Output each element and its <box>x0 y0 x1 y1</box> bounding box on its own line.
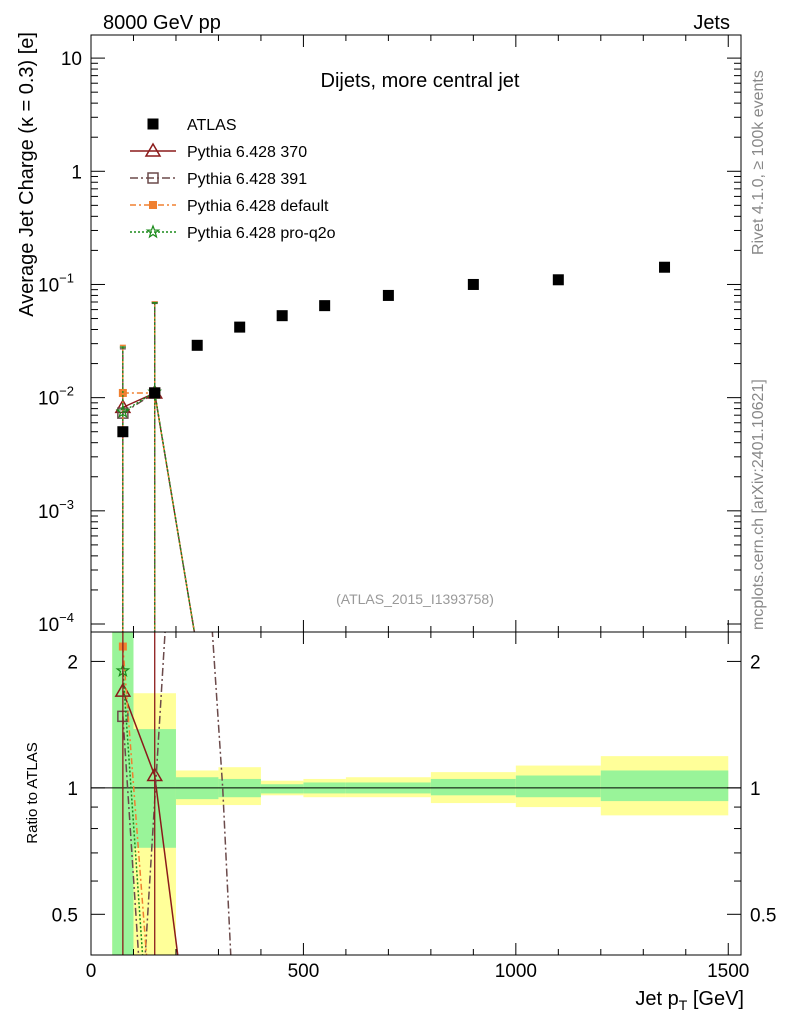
ratio-y-tick-label-right-0: 0.5 <box>750 905 776 926</box>
atlas-point-2 <box>191 339 203 351</box>
y-tick-base-1: 10 <box>38 502 59 523</box>
ratio-y-tick-label-left-0: 0.5 <box>52 905 78 926</box>
y-tick-base-5: 10 <box>61 49 82 70</box>
ratio-frame <box>90 631 742 956</box>
y-tick-exp-0: −4 <box>59 610 74 625</box>
ratio-y-axis-label: Ratio to ATLAS <box>24 742 41 843</box>
atlas-point-9 <box>659 261 671 273</box>
legend-label-atlas: ATLAS <box>187 117 237 134</box>
y-tick-exp-3: −1 <box>59 270 74 285</box>
ratio-y-tick-label-left-2: 2 <box>67 652 78 673</box>
ratio-y-tick-label-right-1: 1 <box>750 779 761 800</box>
y-tick-exp-1: −3 <box>59 497 74 512</box>
atlas-point-5 <box>319 300 331 312</box>
y-tick-exp-2: −2 <box>59 384 74 399</box>
chart-title: Dijets, more central jet <box>321 70 520 92</box>
main-series <box>114 261 671 632</box>
atlas-point-6 <box>382 289 394 301</box>
point-pq2o-0 <box>115 404 131 419</box>
atlas-point-1 <box>149 387 161 399</box>
ratio-band-inner-8 <box>515 775 601 798</box>
atlas-point-4 <box>276 310 288 322</box>
atlas-point-3 <box>234 321 246 333</box>
series-line-pq2o <box>122 390 196 632</box>
legend-label-pdefault: Pythia 6.428 default <box>187 198 329 215</box>
x-tick-label-500: 500 <box>288 961 320 982</box>
ratio-bands <box>91 632 741 955</box>
ratio-y-tick-label-left-1: 1 <box>67 779 78 800</box>
y-tick-base-4: 1 <box>71 162 82 183</box>
header-left-label: 8000 GeV pp <box>103 12 221 34</box>
ratio-band-inner-4 <box>260 784 304 794</box>
x-tick-label-1000: 1000 <box>495 961 537 982</box>
legend-label-p370: Pythia 6.428 370 <box>187 144 307 161</box>
legend-marker-p391 <box>147 172 159 184</box>
ratio-series <box>114 632 232 955</box>
y-tick-label-1: 10−3 <box>38 497 74 523</box>
legend-marker-pq2o <box>145 224 161 239</box>
legend-label-pq2o: Pythia 6.428 pro-q2o <box>187 225 336 242</box>
x-axis-label-unit: [GeV] <box>693 988 744 1010</box>
ratio-y-tick-label-right-2: 2 <box>750 652 761 673</box>
series-line-p370 <box>122 391 196 632</box>
watermark: (ATLAS_2015_I1393758) <box>336 591 494 607</box>
y-tick-label-5: 10 <box>61 49 82 70</box>
x-axis-label-sub: T <box>679 997 688 1013</box>
side-label-top: Rivet 4.1.0, ≥ 100k events <box>750 70 767 255</box>
y-tick-base-3: 10 <box>38 275 59 296</box>
y-tick-label-4: 1 <box>71 162 82 183</box>
x-axis-label-main: Jet p <box>635 988 678 1010</box>
x-axis-label: Jet pT [GeV] <box>635 988 744 1013</box>
atlas-point-8 <box>552 274 564 286</box>
ratio-line-p391 <box>122 632 232 955</box>
series-line-pdefault <box>122 392 196 632</box>
ratio-line-pq2o <box>122 670 144 955</box>
header-right-label: Jets <box>693 12 730 34</box>
y-tick-label-3: 10−1 <box>38 270 74 296</box>
y-tick-label-0: 10−4 <box>38 610 74 636</box>
ratio-band-inner-9 <box>600 770 729 802</box>
legend-marker-p370 <box>144 142 162 157</box>
x-tick-label-1500: 1500 <box>707 961 749 982</box>
ratio-line-pdefault <box>122 646 148 955</box>
atlas-point-0 <box>117 426 129 438</box>
legend-marker-pdefault <box>149 201 157 209</box>
side-label-bottom: mcplots.cern.ch [arXiv:2401.10621] <box>750 379 767 630</box>
y-tick-label-2: 10−2 <box>38 384 74 410</box>
y-tick-base-2: 10 <box>38 389 59 410</box>
legend-label-p391: Pythia 6.428 391 <box>187 171 307 188</box>
y-tick-base-0: 10 <box>38 615 59 636</box>
legend: ATLAS Pythia 6.428 370 Pythia 6.428 391 Pyt… <box>130 117 336 242</box>
y-axis-label: Average Jet Charge (κ = 0.3) [e] <box>16 32 38 317</box>
ratio-band-inner-7 <box>430 778 516 796</box>
legend-marker-atlas <box>147 118 159 130</box>
series-line-p391 <box>122 391 196 632</box>
atlas-point-7 <box>467 278 479 290</box>
x-tick-label-0: 0 <box>86 961 97 982</box>
